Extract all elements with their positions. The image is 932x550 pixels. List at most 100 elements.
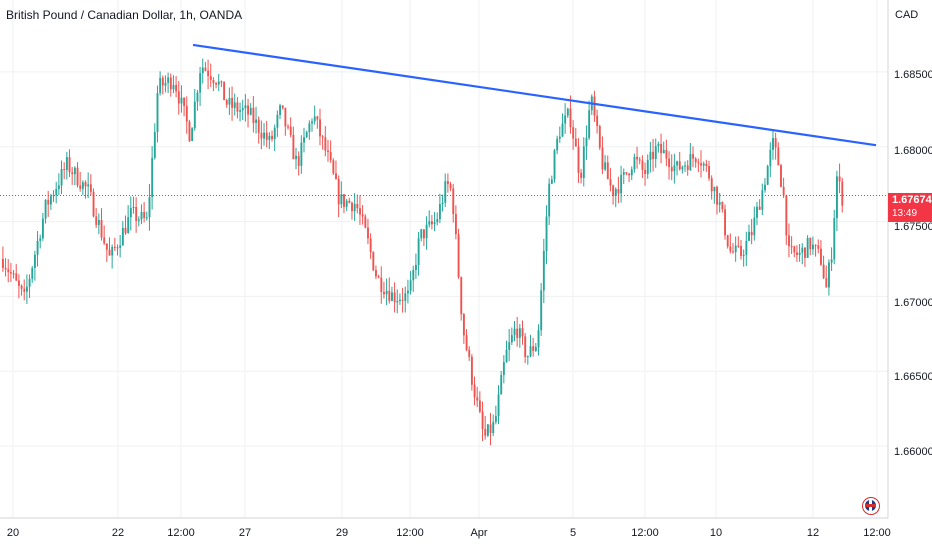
candle <box>407 279 409 304</box>
candle <box>329 140 332 163</box>
candle-body <box>542 250 545 291</box>
candle <box>108 237 111 256</box>
candle-body <box>247 105 250 115</box>
candle-body <box>423 229 425 239</box>
candle-body <box>271 135 274 140</box>
candle-body <box>734 245 737 253</box>
candle-body <box>492 421 495 434</box>
candle-body <box>295 155 298 160</box>
candle-body <box>263 132 266 139</box>
candle-body <box>199 73 202 93</box>
candle-body <box>673 165 676 172</box>
candle-body <box>705 163 708 166</box>
candle-body <box>252 107 255 123</box>
trendline[interactable] <box>192 43 877 147</box>
candle <box>273 124 276 152</box>
candle-body <box>148 197 151 218</box>
candle-body <box>825 278 828 288</box>
candle <box>662 141 665 154</box>
candle <box>830 247 833 271</box>
candle-body <box>20 285 23 289</box>
candle <box>420 228 423 242</box>
candle-body <box>132 206 135 209</box>
candle <box>129 196 132 231</box>
candle <box>249 103 252 116</box>
candle <box>441 194 444 212</box>
chart-grid <box>0 0 888 518</box>
candle <box>116 244 119 256</box>
candle <box>569 95 572 134</box>
candle <box>124 215 127 235</box>
candle <box>484 415 487 440</box>
candle-body <box>292 135 295 160</box>
candle <box>614 187 617 208</box>
candle-body <box>156 93 159 133</box>
candle-body <box>121 227 124 246</box>
candle-body <box>47 199 50 205</box>
candle-body <box>660 143 663 154</box>
candle-body <box>622 172 625 175</box>
candle-body <box>593 96 596 116</box>
candle-body <box>60 169 63 186</box>
candle <box>289 117 292 138</box>
candle <box>446 173 449 193</box>
candle <box>540 283 543 336</box>
candle-body <box>127 217 130 234</box>
candle-body <box>697 162 700 164</box>
candle <box>423 229 425 247</box>
candle <box>44 199 47 224</box>
candle <box>396 289 399 314</box>
price-tick-label: 1.67000 <box>894 297 932 309</box>
candle <box>359 195 361 225</box>
candle <box>324 126 327 157</box>
candle-body <box>84 182 87 187</box>
candle <box>644 162 647 186</box>
candle <box>654 138 657 168</box>
candle <box>449 181 452 192</box>
candle <box>817 239 820 254</box>
candle-body <box>367 227 369 239</box>
candle <box>279 103 282 120</box>
candle-body <box>273 127 276 140</box>
uk-flag-icon[interactable] <box>862 497 880 515</box>
candle <box>769 142 772 177</box>
candle-body <box>71 172 74 175</box>
candle <box>756 201 758 225</box>
candle-body <box>676 161 679 166</box>
candle-body <box>151 157 154 198</box>
candle-body <box>524 336 527 358</box>
candle <box>780 163 782 188</box>
candle-body <box>689 154 692 171</box>
candle <box>588 100 591 141</box>
candle <box>151 146 154 210</box>
candle <box>308 120 311 140</box>
candle-body <box>694 158 697 163</box>
candle-body <box>284 107 287 127</box>
candle <box>766 164 769 186</box>
candle-body <box>183 97 186 107</box>
candle <box>612 184 615 205</box>
candle <box>337 175 340 217</box>
candle-body <box>609 179 612 186</box>
candle-body <box>39 238 42 241</box>
candle-body <box>415 264 417 270</box>
time-tick-label: 12:00 <box>863 527 891 539</box>
candle <box>204 62 207 72</box>
candle-body <box>486 424 489 436</box>
candle-body <box>345 200 348 207</box>
candle <box>335 160 337 180</box>
candle-body <box>153 132 156 158</box>
candle <box>383 281 385 299</box>
candle <box>486 423 489 438</box>
candle-body <box>820 248 822 265</box>
candle <box>231 86 234 121</box>
candle-body <box>612 185 615 196</box>
candle-body <box>670 167 673 172</box>
candle <box>225 98 228 108</box>
candle-body <box>534 346 537 351</box>
candle-body <box>620 174 623 194</box>
candle-body <box>766 166 769 185</box>
candle-body <box>516 328 519 338</box>
candle <box>300 135 303 174</box>
